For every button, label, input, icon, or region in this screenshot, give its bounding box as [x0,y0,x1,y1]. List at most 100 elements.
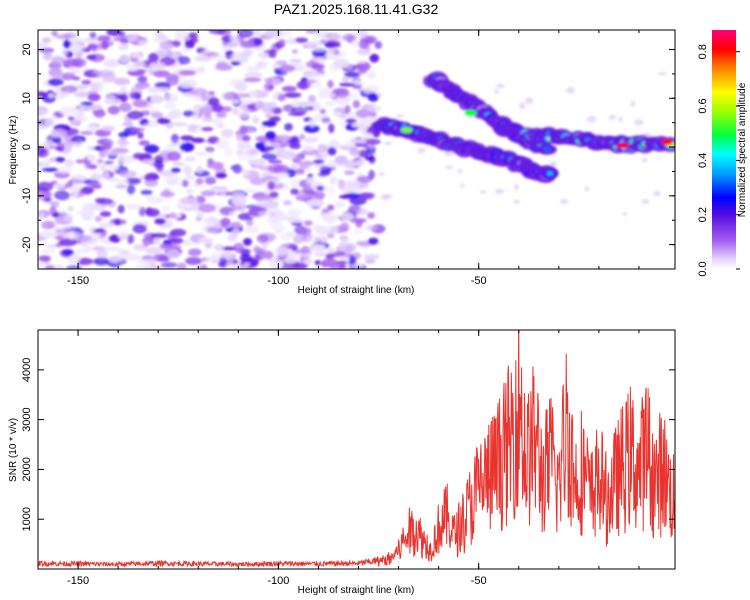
heatmap-cell [95,198,114,205]
heatmap-cell [99,211,112,217]
heatmap-cell [368,169,375,180]
heatmap-cell [294,37,309,43]
heatmap-cell [221,106,232,112]
heatmap-cell [105,246,121,251]
heatmap-cell [270,206,281,213]
heatmap-cell [298,133,306,140]
heatmap-cell [323,225,339,234]
heatmap-cell [264,30,283,38]
heatmap-cell [206,226,220,234]
heatmap-cell [237,30,254,38]
heatmap-cell [83,37,101,43]
heatmap-cell [341,33,357,42]
heatmap-cell [284,123,293,131]
spectrogram-frame [37,29,676,270]
heatmap-cell [171,122,188,127]
heatmap-cell [308,73,326,78]
colorbar-label: Normalized spectral amplitude [737,82,748,217]
heatmap-cell [127,234,134,244]
heatmap-cell [356,109,370,118]
heatmap-cell [38,212,46,218]
heatmap-cell [371,130,381,138]
heatmap-cell [254,102,272,110]
heatmap-cell [55,156,66,163]
heatmap-cell [327,186,335,195]
heatmap-cell [642,158,648,163]
heatmap-cell [51,264,65,269]
heatmap-cell [349,218,367,223]
x-tick-label: -100 [267,575,289,587]
heatmap-cell [107,165,119,171]
snr-ticks: -150 -100 -50 1000 2000 3000 4000 [21,330,675,587]
x-tick-label: -50 [471,275,487,287]
heatmap-cell [204,176,217,185]
heatmap-cell [350,159,368,164]
heatmap-cell [102,61,120,68]
heatmap-cell [215,139,230,149]
heatmap-cell [157,43,175,50]
heatmap-cell [525,97,534,105]
heatmap-cell [138,140,150,146]
heatmap-cell [176,202,187,210]
heatmap-cell [192,112,199,122]
heatmap-cell [76,257,94,266]
heatmap-cell [93,257,110,266]
heatmap-cell [234,81,248,92]
heatmap-cell [97,158,104,164]
heatmap-cell [93,109,106,118]
heatmap-cell [280,149,297,160]
heatmap-cell [51,30,58,37]
heatmap-cell [241,50,251,58]
heatmap-cell [83,209,96,217]
heatmap-cell [122,121,134,127]
colorbar-tick-label: 0.4 [697,153,709,168]
heatmap-cell [212,104,224,113]
spectrogram-panel: -150 -100 -50 20 10 0 -10 -20 Height of straigh… [8,29,676,296]
heatmap-cell [137,258,153,266]
heatmap-cell [69,253,81,263]
heatmap-cell [63,213,74,222]
heatmap-cell [104,94,116,104]
heatmap-cell [357,208,368,216]
heatmap-cell [41,220,55,230]
x-tick-label: -150 [67,275,89,287]
heatmap-cell [363,37,375,45]
heatmap-cell [313,103,322,112]
heatmap-cell [268,49,277,58]
heatmap-cell [495,188,505,195]
heatmap-cell [313,159,325,164]
colorbar-tick-label: 0.6 [697,98,709,113]
heatmap-cell [215,172,227,179]
heatmap-cell [142,122,159,128]
heatmap-cell [291,49,298,54]
heatmap-cell [136,39,150,45]
heatmap-cell [317,143,328,153]
heatmap-cell [263,82,275,92]
heatmap-cell [165,73,180,82]
heatmap-cell [380,194,390,200]
heatmap-cell [284,257,298,264]
heatmap-cell [140,190,153,195]
heatmap-cell [242,171,251,177]
x-tick-label: -50 [471,575,487,587]
heatmap-cell [38,106,49,116]
heatmap-cell [155,87,171,92]
heatmap-cell [161,205,171,211]
heatmap-cell [64,158,74,168]
heatmap-cell [395,114,404,118]
heatmap-cell [244,71,263,79]
heatmap-cell [43,197,53,203]
heatmap-cell [49,206,57,216]
heatmap-cell [215,64,233,71]
snr-panel: -150 -100 -50 1000 2000 3000 4000 Height of st… [8,329,676,596]
heatmap-cell [164,102,177,110]
heatmap-cell [444,151,454,156]
heatmap-cell [324,253,335,260]
heatmap-cell [230,98,240,104]
heatmap-cell [47,78,64,87]
heatmap-cell [216,111,227,119]
heatmap-cell [308,94,316,103]
heatmap-cell [209,52,228,61]
y-tick-label: -20 [21,237,33,253]
